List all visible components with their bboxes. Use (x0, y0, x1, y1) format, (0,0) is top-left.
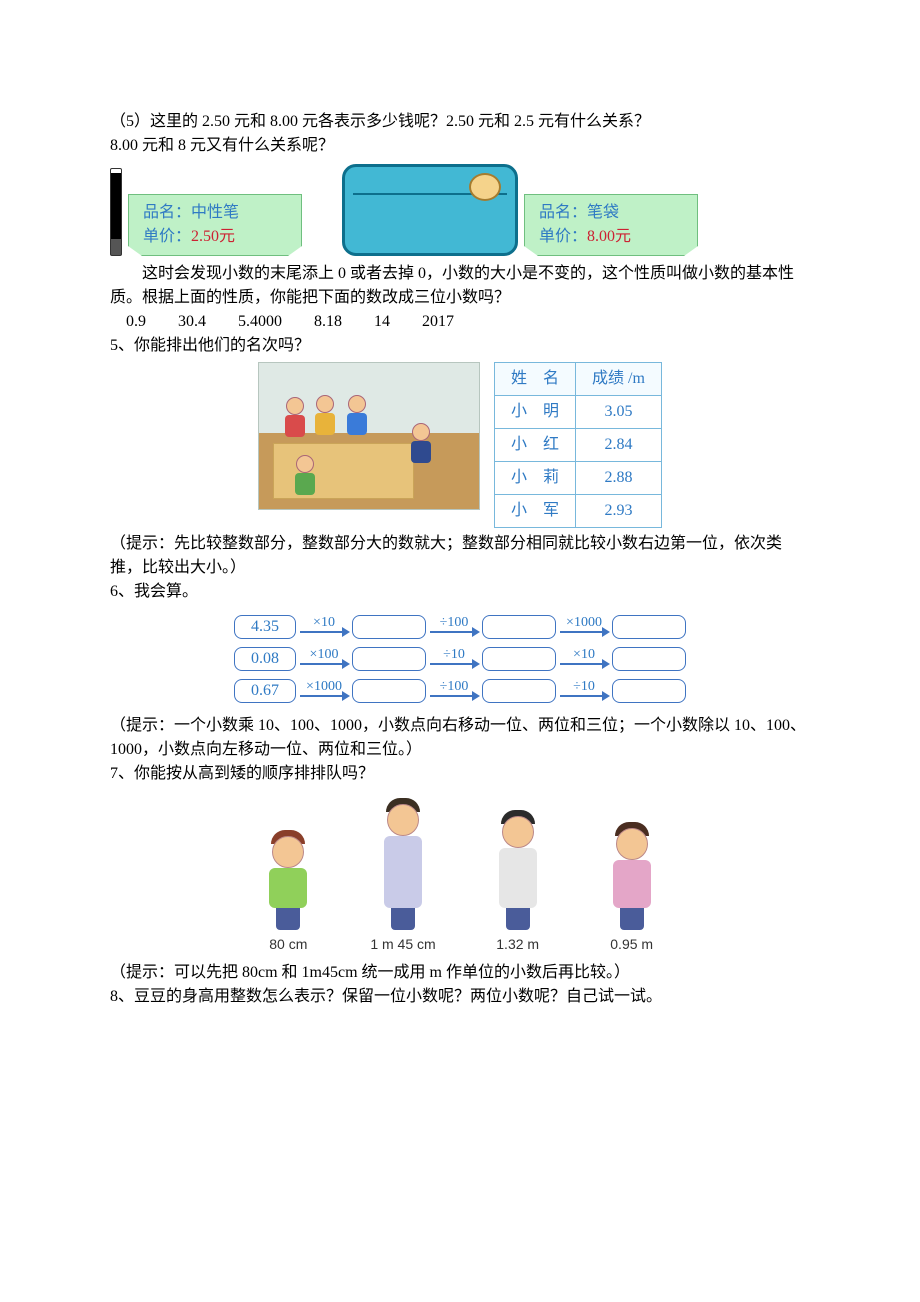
op-col-1: ×10 ×100 ×1000 (300, 614, 348, 704)
blank-cell (482, 647, 556, 671)
tag-name: 中性笔 (191, 204, 239, 221)
blank-cell (612, 647, 686, 671)
kid-column: 0.95 m (600, 822, 664, 955)
kid-column: 1 m 45 cm (370, 798, 435, 955)
heights-figure: 80 cm 1 m 45 cm 1.32 m 0.95 m (110, 790, 810, 957)
start-cell: 0.08 (234, 647, 296, 671)
blank-column (482, 615, 556, 703)
product-pencilcase: 品名：笔袋 单价：8.00元 (342, 164, 698, 256)
blank-cell (352, 647, 426, 671)
number-list: 0.9 30.4 5.4000 8.18 14 2017 (110, 310, 810, 334)
start-cell: 0.67 (234, 679, 296, 703)
long-jump-figure: 姓 名 成绩 /m 小 明3.05 小 红2.84 小 莉2.88 小 军2.9… (110, 362, 810, 528)
hint-7: （提示：可以先把 80cm 和 1m45cm 统一成用 m 作单位的小数后再比较… (110, 961, 810, 985)
arrow-icon (430, 695, 478, 697)
kid-icon (409, 423, 433, 463)
kid-icon (345, 395, 369, 435)
kid-column: 1.32 m (486, 810, 550, 955)
kid-column: 80 cm (256, 830, 320, 955)
blank-cell (482, 679, 556, 703)
pencilcase-icon (342, 164, 518, 256)
hint-5: （提示：先比较整数部分，整数部分大的数就大；整数部分相同就比较小数右边第一位，依… (110, 532, 810, 580)
height-label: 1 m 45 cm (370, 934, 435, 955)
blank-cell (612, 679, 686, 703)
arrow-icon (560, 631, 608, 633)
explain-paragraph: 这时会发现小数的末尾添上 0 或者去掉 0，小数的大小是不变的，这个性质叫做小数… (110, 262, 810, 310)
price-tag-case: 品名：笔袋 单价：8.00元 (524, 194, 698, 256)
tag-name-label: 品名： (143, 204, 191, 221)
question-8: 8、豆豆的身高用整数怎么表示？保留一位小数呢？两位小数呢？自己试一试。 (110, 985, 810, 1009)
height-label: 1.32 m (496, 934, 539, 955)
height-label: 80 cm (269, 934, 307, 955)
tag-price-label: 单价： (143, 228, 191, 245)
table-row: 小 军2.93 (495, 495, 662, 528)
question-6: 6、我会算。 (110, 580, 810, 604)
question-7: 7、你能按从高到矮的顺序排排队吗？ (110, 762, 810, 786)
arrow-icon (430, 631, 478, 633)
table-row: 小 明3.05 (495, 396, 662, 429)
start-cell: 4.35 (234, 615, 296, 639)
blank-cell (352, 615, 426, 639)
arrow-icon (560, 663, 608, 665)
bear-icon (469, 173, 501, 201)
blank-column (352, 615, 426, 703)
col-score: 成绩 /m (576, 363, 662, 396)
arrow-icon (300, 631, 348, 633)
tag-name: 笔袋 (587, 204, 619, 221)
arrow-icon (560, 695, 608, 697)
op-col-3: ×1000 ×10 ÷10 (560, 614, 608, 704)
col-name: 姓 名 (495, 363, 576, 396)
tag-price: 8.00元 (587, 228, 631, 245)
arrow-icon (430, 663, 478, 665)
kid-icon (313, 395, 337, 435)
tag-name-label: 品名： (539, 204, 587, 221)
table-row: 小 莉2.88 (495, 462, 662, 495)
product-pen: 品名：中性笔 单价：2.50元 (110, 164, 302, 256)
blank-cell (352, 679, 426, 703)
blank-cell (482, 615, 556, 639)
hint-6: （提示：一个小数乘 10、100、1000，小数点向右移动一位、两位和三位；一个… (110, 714, 810, 762)
question-5: 5、你能排出他们的名次吗？ (110, 334, 810, 358)
start-column: 4.35 0.08 0.67 (234, 615, 296, 703)
score-table: 姓 名 成绩 /m 小 明3.05 小 红2.84 小 莉2.88 小 军2.9… (494, 362, 662, 528)
q5-prelude-line2: 8.00 元和 8 元又有什么关系呢？ (110, 134, 810, 158)
height-label: 0.95 m (610, 934, 653, 955)
arrow-icon (300, 663, 348, 665)
op-col-2: ÷100 ÷10 ÷100 (430, 614, 478, 704)
tag-price: 2.50元 (191, 228, 235, 245)
table-row: 小 红2.84 (495, 429, 662, 462)
q5-prelude-line1: （5）这里的 2.50 元和 8.00 元各表示多少钱呢？2.50 元和 2.5… (110, 110, 810, 134)
long-jump-scene (258, 362, 480, 510)
product-tags-figure: 品名：中性笔 单价：2.50元 品名：笔袋 单价：8.00元 (110, 164, 810, 256)
arrow-icon (300, 695, 348, 697)
kid-icon (283, 397, 307, 437)
price-tag-pen: 品名：中性笔 单价：2.50元 (128, 194, 302, 256)
calc-chain-figure: 4.35 0.08 0.67 ×10 ×100 ×1000 ÷100 ÷10 (110, 608, 810, 710)
kid-icon (293, 455, 317, 495)
worksheet-page: （5）这里的 2.50 元和 8.00 元各表示多少钱呢？2.50 元和 2.5… (0, 0, 920, 1049)
blank-column (612, 615, 686, 703)
blank-cell (612, 615, 686, 639)
pen-icon (110, 168, 122, 256)
tag-price-label: 单价： (539, 228, 587, 245)
